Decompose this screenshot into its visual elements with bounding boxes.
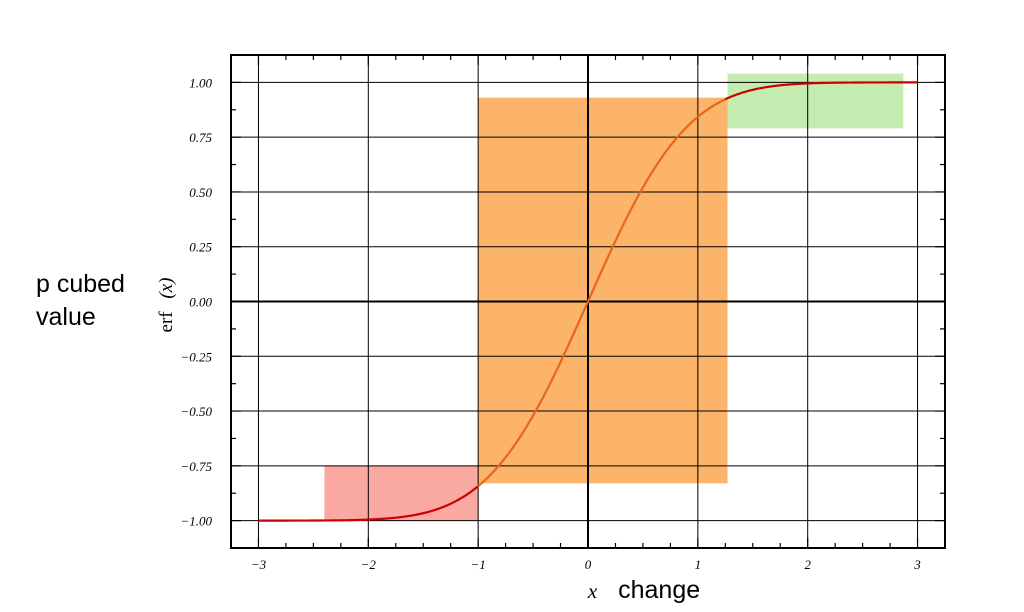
plot-frame <box>230 54 946 549</box>
y-axis-label-italic: (x) <box>156 278 177 299</box>
x-tick-labels: −3 −2 −1 0 1 2 3 <box>251 557 921 572</box>
y-tick-label: −0.25 <box>180 349 212 364</box>
x-tick-label: −3 <box>251 557 267 572</box>
x-axis-label: x change <box>587 576 700 604</box>
x-tick-label: 1 <box>695 557 702 572</box>
erf-curve-segment-2 <box>477 98 726 487</box>
y-tick-label: 0.25 <box>189 240 212 255</box>
x-tick-label: −2 <box>361 557 377 572</box>
highlight-region-2 <box>478 97 728 484</box>
y-tick-labels: 1.00 0.75 0.50 0.25 0.00 −0.25 −0.50 −0.75 −1.00 <box>180 75 212 528</box>
side-annotation-line-2: value <box>36 303 96 331</box>
x-tick-label: 2 <box>804 557 811 572</box>
y-axis-label: erf (x) <box>156 278 177 333</box>
y-tick-label: 0.00 <box>189 295 212 310</box>
x-axis-label-plain: change <box>618 576 700 604</box>
erf-curve-segment-1 <box>258 485 479 522</box>
x-tick-label: 0 <box>585 557 592 572</box>
y-axis-label-plain: erf <box>156 311 177 333</box>
y-tick-label: −0.75 <box>180 459 212 474</box>
erf-curve <box>258 81 918 522</box>
y-tick-label: 0.50 <box>189 185 212 200</box>
highlight-region-1 <box>324 465 479 521</box>
y-tick-label: −0.50 <box>180 404 212 419</box>
y-tick-label: −1.00 <box>180 514 212 529</box>
x-axis-label-italic: x <box>587 579 598 603</box>
highlight-regions <box>324 73 904 521</box>
x-tick-label: −1 <box>471 557 486 572</box>
x-tick-label: 3 <box>913 557 921 572</box>
side-annotation-line-1: p cubed <box>36 270 125 298</box>
side-annotation: p cubed value <box>36 268 125 334</box>
y-tick-label: 0.75 <box>189 130 212 145</box>
erf-curve-segment-3 <box>724 81 918 101</box>
y-tick-label: 1.00 <box>189 75 212 90</box>
